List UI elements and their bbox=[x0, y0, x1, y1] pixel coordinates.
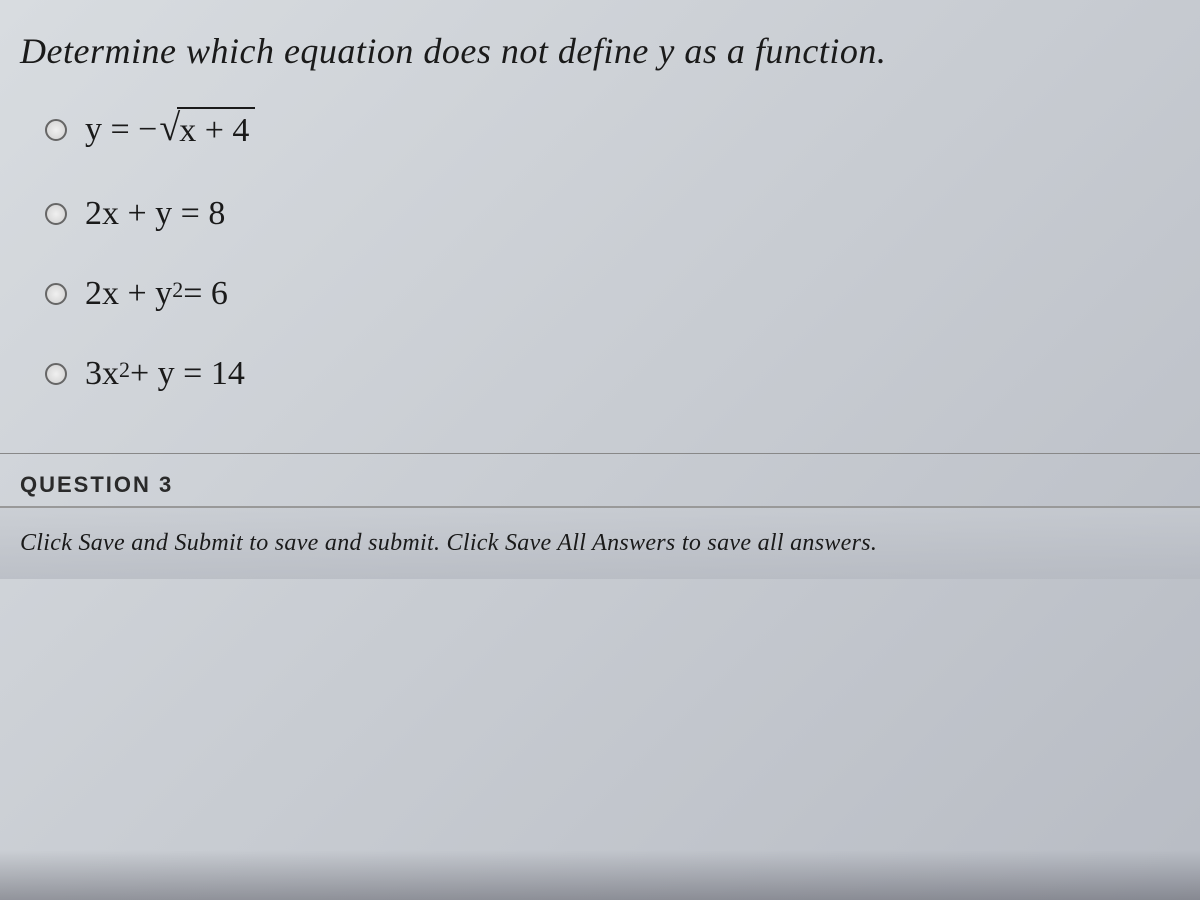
bottom-shadow bbox=[0, 850, 1200, 900]
question-number: 3 bbox=[159, 472, 172, 497]
option-1-equation: y = − √ x + 4 bbox=[85, 107, 255, 153]
option-4-before: 3x bbox=[85, 355, 119, 393]
question-label: QUESTION bbox=[20, 472, 151, 497]
radio-button-4[interactable] bbox=[45, 363, 67, 385]
radio-button-3[interactable] bbox=[45, 283, 67, 305]
sqrt-icon: √ bbox=[159, 109, 180, 147]
options-list: y = − √ x + 4 2x + y = 8 2x + y2 = 6 3x2… bbox=[20, 107, 1180, 393]
option-4-equation: 3x2 + y = 14 bbox=[85, 355, 245, 393]
radio-button-1[interactable] bbox=[45, 119, 67, 141]
footer-instructions: Click Save and Submit to save and submit… bbox=[20, 530, 1180, 557]
option-1-prefix: y = − bbox=[85, 111, 157, 149]
next-question-header: QUESTION 3 bbox=[0, 454, 1200, 506]
radio-button-2[interactable] bbox=[45, 203, 67, 225]
sqrt-radicand: x + 4 bbox=[177, 107, 255, 153]
option-3-before: 2x + y bbox=[85, 275, 172, 313]
footer-bar: Click Save and Submit to save and submit… bbox=[0, 506, 1200, 579]
question-content: Determine which equation does not define… bbox=[0, 0, 1200, 393]
option-3-after: = 6 bbox=[183, 275, 228, 313]
option-3[interactable]: 2x + y2 = 6 bbox=[45, 275, 1180, 313]
option-3-equation: 2x + y2 = 6 bbox=[85, 275, 228, 313]
option-4-exponent: 2 bbox=[119, 357, 130, 383]
option-2[interactable]: 2x + y = 8 bbox=[45, 195, 1180, 233]
option-4[interactable]: 3x2 + y = 14 bbox=[45, 355, 1180, 393]
sqrt-expression: √ x + 4 bbox=[159, 107, 255, 153]
option-1[interactable]: y = − √ x + 4 bbox=[45, 107, 1180, 153]
option-4-after: + y = 14 bbox=[130, 355, 245, 393]
option-2-equation: 2x + y = 8 bbox=[85, 195, 225, 233]
option-3-exponent: 2 bbox=[172, 277, 183, 303]
question-prompt: Determine which equation does not define… bbox=[20, 30, 1180, 72]
